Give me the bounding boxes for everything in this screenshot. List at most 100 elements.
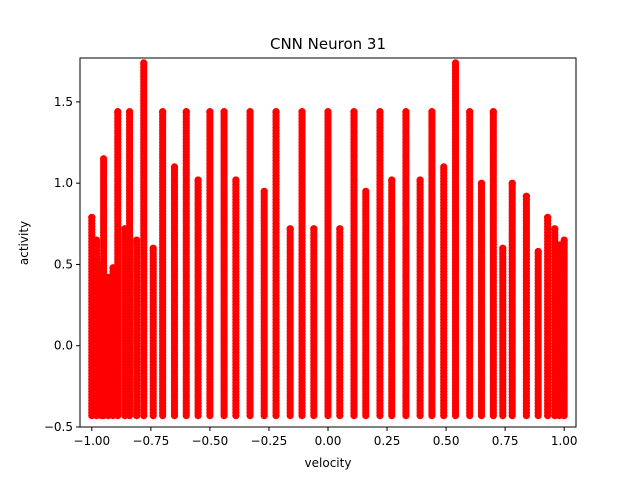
plot-area [88, 59, 568, 420]
scatter-column [246, 108, 254, 420]
scatter-point [489, 108, 497, 116]
scatter-column [522, 192, 531, 420]
x-tick-label: 1.00 [551, 434, 578, 448]
x-tick-label: 0.00 [315, 434, 342, 448]
scatter-column [416, 176, 424, 420]
scatter-column [534, 247, 542, 420]
scatter-point [534, 247, 542, 256]
scatter-point [466, 108, 474, 116]
scatter-point [336, 225, 344, 233]
scatter-column [140, 59, 148, 420]
scatter-column [376, 108, 384, 420]
scatter-point [159, 108, 167, 116]
scatter-column [272, 108, 280, 420]
scatter-column [428, 108, 436, 420]
scatter-point [126, 108, 134, 116]
scatter-column [206, 108, 214, 420]
x-axis-ticks: −1.00 −0.75 −0.50 −0.25 0.00 0.25 0.50 0.75 1.00 [73, 427, 578, 448]
scatter-point [388, 176, 396, 184]
scatter-point [194, 176, 202, 184]
scatter-column [194, 176, 202, 420]
scatter-point [133, 236, 141, 244]
scatter-point [206, 108, 214, 116]
scatter-column [260, 187, 268, 420]
scatter-point [350, 108, 358, 116]
y-axis-label: activity [17, 221, 31, 265]
scatter-point [522, 192, 531, 200]
scatter-point [232, 176, 240, 184]
scatter-column [560, 236, 568, 420]
x-tick-label: −0.50 [192, 434, 229, 448]
scatter-column [350, 108, 358, 420]
scatter-point [508, 179, 516, 187]
x-tick-label: −0.75 [132, 434, 169, 448]
scatter-point [100, 155, 108, 163]
scatter-point [402, 108, 410, 116]
scatter-column [499, 244, 507, 420]
scatter-point [149, 244, 157, 252]
scatter-column [298, 108, 306, 420]
scatter-point [560, 236, 568, 244]
scatter-column [466, 108, 474, 420]
scatter-column [402, 108, 410, 420]
scatter-column [220, 108, 228, 420]
scatter-column [114, 108, 122, 420]
x-tick-label: 0.25 [374, 434, 401, 448]
scatter-point [88, 213, 96, 221]
scatter-column [159, 108, 167, 420]
scatter-point [440, 163, 448, 171]
scatter-column [182, 108, 190, 420]
scatter-point [428, 108, 436, 116]
scatter-point [362, 187, 370, 195]
scatter-column [477, 179, 486, 420]
chart-title: CNN Neuron 31 [270, 35, 386, 53]
scatter-point [246, 108, 254, 116]
scatter-point [220, 108, 228, 116]
scatter-column [388, 176, 396, 420]
scatter-column [508, 179, 516, 420]
scatter-column [451, 59, 460, 420]
scatter-points [88, 59, 568, 420]
scatter-column [149, 244, 157, 420]
scatter-point [451, 59, 460, 67]
scatter-column [324, 108, 332, 420]
scatter-point [477, 179, 486, 187]
scatter-point [310, 225, 318, 233]
scatter-point [551, 225, 559, 233]
scatter-column [440, 163, 448, 420]
y-axis-ticks: −0.5 0.0 0.5 1.0 1.5 [44, 95, 80, 434]
x-tick-label: 0.75 [492, 434, 519, 448]
scatter-point [114, 108, 122, 116]
scatter-point [416, 176, 424, 184]
scatter-column [544, 213, 552, 420]
x-axis-label: velocity [305, 456, 352, 470]
scatter-point [544, 213, 552, 221]
scatter-point [324, 108, 332, 116]
scatter-point [298, 108, 306, 116]
scatter-column [170, 163, 179, 420]
y-tick-label: 0.5 [54, 257, 73, 271]
y-tick-label: 1.0 [54, 176, 73, 190]
y-tick-label: 1.5 [54, 95, 73, 109]
scatter-column [232, 176, 240, 420]
scatter-point [140, 59, 148, 67]
scatter-column [126, 108, 134, 420]
scatter-point [170, 163, 179, 171]
scatter-column [362, 187, 370, 420]
y-tick-label: −0.5 [44, 420, 73, 434]
scatter-column [286, 225, 294, 420]
scatter-point [272, 108, 280, 116]
scatter-point [260, 187, 268, 195]
scatter-point [499, 244, 507, 252]
scatter-point [286, 225, 294, 233]
scatter-point [92, 236, 101, 244]
scatter-column [336, 225, 344, 420]
scatter-column [489, 108, 497, 420]
scatter-column [310, 225, 318, 420]
scatter-point [376, 108, 384, 116]
scatter-column [133, 236, 141, 420]
x-tick-label: −0.25 [251, 434, 288, 448]
x-tick-label: 0.50 [433, 434, 460, 448]
x-tick-label: −1.00 [73, 434, 110, 448]
